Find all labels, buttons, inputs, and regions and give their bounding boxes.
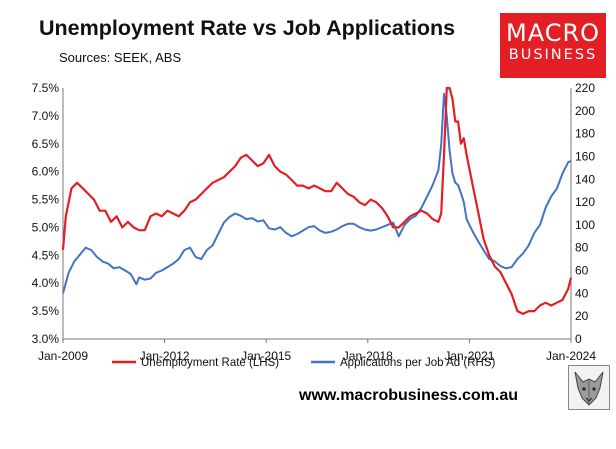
y-right-tick-label: 200 <box>575 104 595 118</box>
y-left-tick-label: 5.0% <box>32 220 60 234</box>
x-tick-label: Jan-2009 <box>38 349 88 363</box>
x-tick-label: Jan-2018 <box>343 349 393 363</box>
y-left-tick-label: 5.5% <box>32 193 60 207</box>
y-left-tick-label: 4.5% <box>32 248 60 262</box>
wolf-icon <box>568 365 610 410</box>
y-right-tick-label: 40 <box>575 286 589 300</box>
y-right-tick-label: 120 <box>575 195 595 209</box>
y-left-tick-label: 7.5% <box>32 81 60 95</box>
y-left-tick-label: 6.0% <box>32 165 60 179</box>
legend-applications-per-ad-label: Applications per Job Ad (RHS) <box>340 357 495 369</box>
y-right-tick-label: 80 <box>575 241 589 255</box>
x-tick-label: Jan-2021 <box>444 349 494 363</box>
y-left-tick-label: 6.5% <box>32 137 60 151</box>
chart-legend: Unemployment Rate (LHS) Applications per … <box>112 357 495 369</box>
applications-per-ad-line <box>62 92 572 294</box>
footer-url: www.macrobusiness.com.au <box>299 387 519 404</box>
chart-series <box>61 86 573 315</box>
y-right-tick-label: 0 <box>575 332 582 346</box>
y-right-tick-label: 140 <box>575 172 595 186</box>
x-tick-label: Jan-2024 <box>546 349 596 363</box>
y-right-tick-label: 20 <box>575 309 589 323</box>
chart-title: Unemployment Rate vs Job Applications <box>39 16 456 40</box>
y-right-tick-label: 60 <box>575 264 589 278</box>
y-right-tick-label: 220 <box>575 81 595 95</box>
unemployment-rate-line <box>61 86 573 315</box>
y-left-tick-label: 4.0% <box>32 276 60 290</box>
logo-line2: BUSINESS <box>508 47 598 63</box>
chart-axes: 3.0% 3.5% 4.0% 4.5% 5.0% 5.5% 6.0% 6.5% 7.0% 7.5%… <box>32 81 597 363</box>
x-tick-label: Jan-2012 <box>140 349 190 363</box>
y-right-tick-label: 100 <box>575 218 595 232</box>
macrobusiness-logo: MACRO BUSINESS <box>500 13 606 78</box>
legend-unemployment-rate-label: Unemployment Rate (LHS) <box>141 357 279 369</box>
y-right-tick-label: 160 <box>575 149 595 163</box>
y-left-tick-label: 3.5% <box>32 304 60 318</box>
y-right-tick-label: 180 <box>575 127 595 141</box>
x-tick-label: Jan-2015 <box>241 349 291 363</box>
y-left-tick-label: 3.0% <box>32 332 60 346</box>
chart-subtitle: Sources: SEEK, ABS <box>59 50 182 65</box>
logo-line1: MACRO <box>505 19 601 47</box>
y-left-tick-label: 7.0% <box>32 109 60 123</box>
